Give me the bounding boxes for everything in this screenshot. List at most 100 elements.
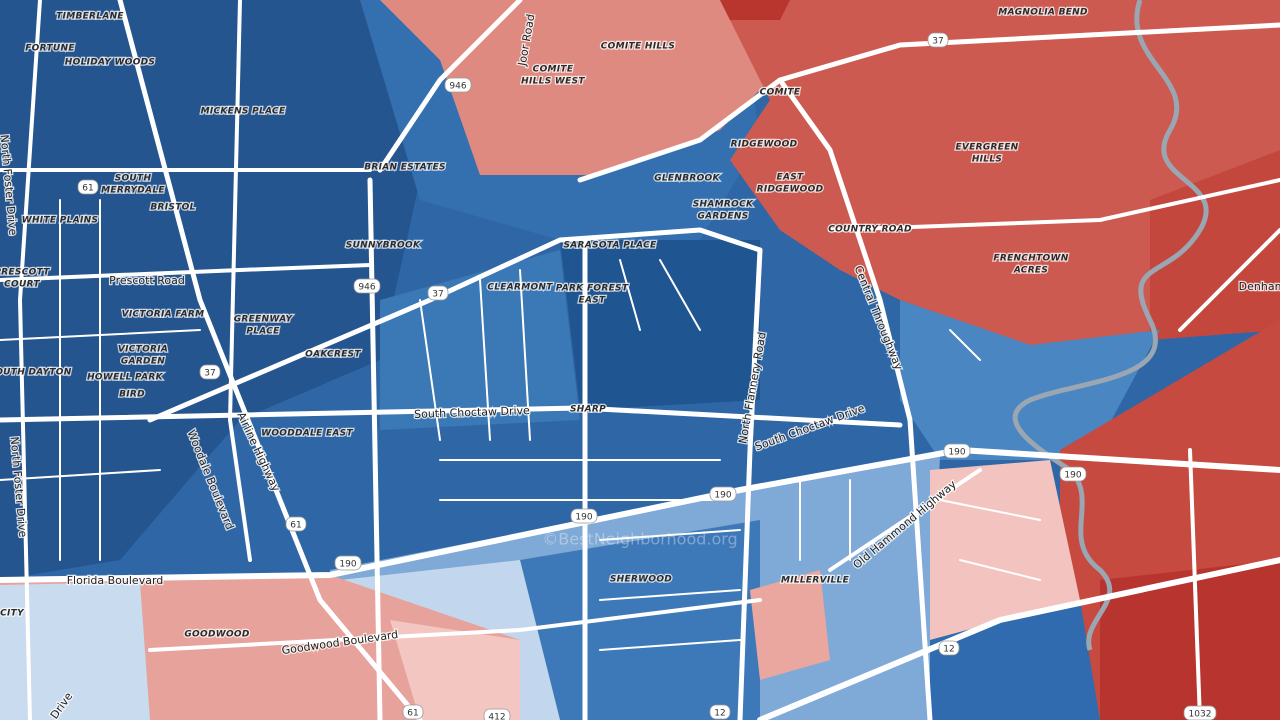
place-label: RIDGEWOOD — [757, 185, 824, 195]
river — [1012, 0, 1209, 651]
place-label: PRESCOTT — [0, 268, 50, 278]
road-label: South Choctaw Drive — [414, 404, 530, 421]
route-shield: 190 — [943, 443, 971, 459]
route-shield: 12 — [938, 640, 960, 656]
shield-bg — [709, 486, 737, 502]
route-shield: 412 — [483, 708, 511, 720]
place-label: SHERWOOD — [610, 575, 672, 585]
place-label: BIRD — [119, 390, 145, 400]
place-label: VICTORIA FARM — [122, 310, 205, 320]
place-label: VICTORIA — [118, 345, 168, 355]
place-label: TIMBERLANE — [56, 12, 124, 22]
place-label: GOODWOOD — [184, 630, 249, 640]
shield-bg — [1059, 466, 1087, 482]
shield-bg — [938, 640, 960, 656]
route-shield: 61 — [285, 516, 307, 532]
route-shield: 190 — [334, 555, 362, 571]
place-label: GLENBROOK — [654, 174, 720, 184]
place-label: OAKCREST — [305, 350, 361, 360]
route-shield: 37 — [199, 364, 221, 380]
shield-bg — [285, 516, 307, 532]
place-label: HOLIDAY WOODS — [65, 58, 155, 68]
shield-label: 61 — [290, 521, 301, 531]
shield-label: 190 — [339, 560, 356, 570]
place-label: ACRES — [1013, 266, 1048, 276]
shield-label: 412 — [488, 713, 505, 720]
place-label: GREENWAY — [234, 315, 294, 325]
place-label: MILLERVILLE — [781, 576, 850, 586]
place-label: EVERGREEN — [955, 143, 1018, 153]
place-label: COMITE — [760, 88, 801, 98]
shield-label: 37 — [932, 37, 943, 47]
shield-bg — [199, 364, 221, 380]
shield-bg — [927, 32, 949, 48]
shield-label: 190 — [1064, 471, 1081, 481]
shield-bg — [943, 443, 971, 459]
road-label: Florida Boulevard — [67, 574, 164, 587]
shield-bg — [570, 508, 598, 524]
place-label: SOUTH — [115, 174, 152, 184]
route-shield: 190 — [709, 486, 737, 502]
road-label: Prescott Road — [109, 274, 185, 287]
place-label: MAGNOLIA BEND — [998, 8, 1088, 18]
place-label: CITY — [0, 609, 25, 619]
shield-bg — [483, 708, 511, 720]
shield-bg — [402, 704, 424, 720]
place-label: EAST — [777, 173, 804, 183]
route-shield: 1032 — [1183, 705, 1217, 720]
route-shield: 190 — [1059, 466, 1087, 482]
shield-label: 37 — [204, 369, 215, 379]
route-shield: 190 — [570, 508, 598, 524]
route-shield: 12 — [709, 704, 731, 720]
place-label: HILLS — [972, 155, 1002, 165]
shield-label: 190 — [575, 513, 592, 523]
shield-label: 946 — [358, 283, 375, 293]
place-label: CLEARMONT — [487, 283, 553, 293]
shield-label: 37 — [432, 290, 443, 300]
shield-label: 61 — [82, 184, 93, 194]
shield-label: 12 — [714, 709, 725, 719]
shield-label: 1032 — [1189, 710, 1212, 720]
place-label: GARDEN — [121, 357, 165, 367]
shield-label: 190 — [714, 491, 731, 501]
shield-bg — [1183, 705, 1217, 720]
route-shield: 61 — [77, 179, 99, 195]
place-label: PARK FOREST — [556, 284, 629, 294]
route-shield: 946 — [353, 278, 381, 294]
place-label: FRENCHTOWN — [993, 254, 1068, 264]
place-label: PLACE — [246, 327, 280, 337]
shield-bg — [444, 77, 472, 93]
place-label: COMITE HILLS — [601, 42, 675, 52]
watermark: ©BestNeighborhood.org — [542, 530, 737, 549]
route-shield: 37 — [427, 285, 449, 301]
route-shield: 946 — [444, 77, 472, 93]
place-label: EAST — [579, 296, 606, 306]
place-label: COURT — [4, 280, 40, 290]
shield-bg — [709, 704, 731, 720]
place-label: SARASOTA PLACE — [564, 241, 658, 251]
place-label: WOODDALE EAST — [261, 429, 353, 439]
place-label: HOWELL PARK — [87, 373, 164, 383]
place-label: BRISTOL — [150, 203, 195, 213]
place-label: SHAMROCK — [693, 200, 754, 210]
place-label: SUNNYBROOK — [346, 241, 421, 251]
shield-label: 190 — [948, 448, 965, 458]
shield-bg — [427, 285, 449, 301]
road-label: Denham — [1239, 280, 1280, 293]
place-label: COMITE — [533, 65, 574, 75]
shield-label: 61 — [407, 709, 418, 719]
place-label: MERRYDALE — [101, 186, 165, 196]
shield-bg — [77, 179, 99, 195]
place-label: WHITE PLAINS — [22, 216, 99, 226]
place-label: COUNTRY ROAD — [828, 225, 912, 235]
shield-bg — [353, 278, 381, 294]
place-label: FORTUNE — [25, 44, 75, 54]
route-shield: 37 — [927, 32, 949, 48]
place-label: GARDENS — [697, 212, 748, 222]
place-label: MICKENS PLACE — [201, 107, 286, 117]
place-label: RIDGEWOOD — [731, 140, 798, 150]
shield-bg — [334, 555, 362, 571]
